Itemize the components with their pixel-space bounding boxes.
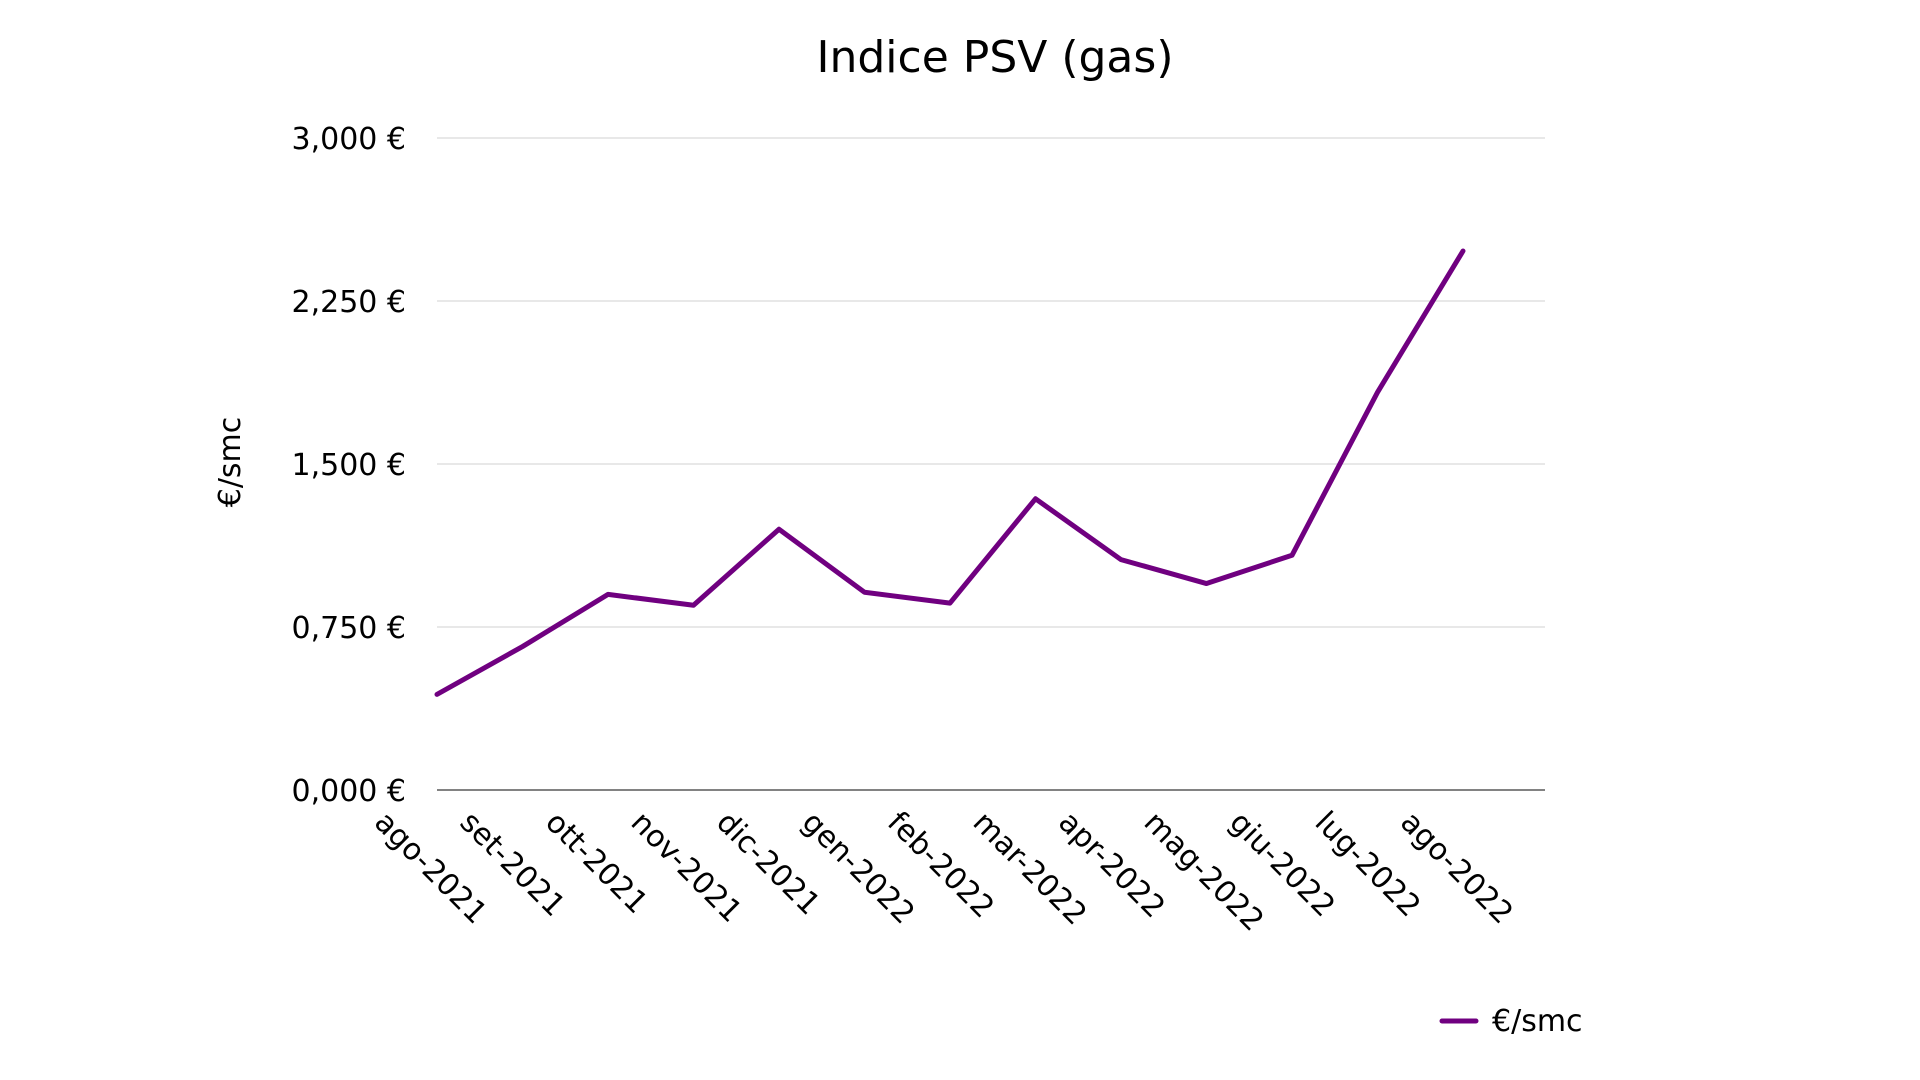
legend-label-series-0: €/smc: [1492, 1004, 1583, 1039]
y-tick-label: 3,000 €: [291, 122, 406, 157]
gridlines: [437, 137, 1545, 628]
chart-title: Indice PSV (gas): [817, 32, 1174, 83]
legend: €/smc: [1439, 1004, 1583, 1039]
y-tick-label: 2,250 €: [291, 285, 406, 320]
x-axis-ticks: ago-2021set-2021ott-2021nov-2021dic-2021…: [367, 805, 1519, 939]
y-tick-label: 0,000 €: [291, 774, 406, 809]
y-tick-label: 0,750 €: [291, 611, 406, 646]
y-axis-ticks: 0,000 € 0,750 € 1,500 € 2,250 € 3,000 €: [291, 122, 406, 809]
y-tick-label: 1,500 €: [291, 448, 406, 483]
series-layer: [434, 248, 1466, 697]
y-axis-label: €/smc: [213, 417, 248, 508]
series-line-0: [434, 248, 1466, 697]
